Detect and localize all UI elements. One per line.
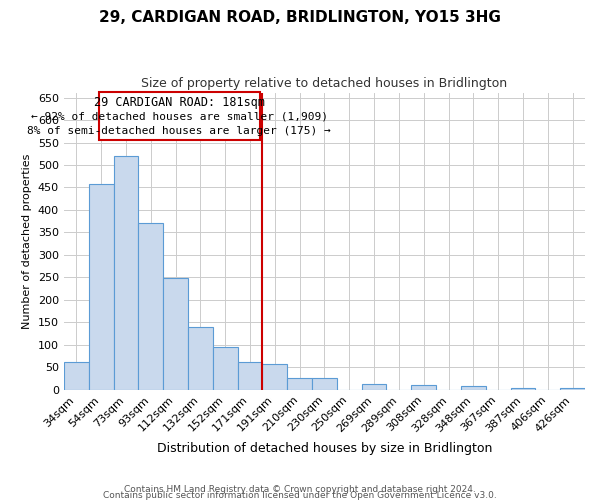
Bar bbox=[238, 362, 262, 390]
Bar bbox=[511, 388, 535, 390]
Text: ← 92% of detached houses are smaller (1,909): ← 92% of detached houses are smaller (1,… bbox=[31, 112, 328, 122]
Bar bbox=[163, 278, 188, 390]
Bar bbox=[362, 384, 386, 390]
Bar bbox=[312, 378, 337, 390]
X-axis label: Distribution of detached houses by size in Bridlington: Distribution of detached houses by size … bbox=[157, 442, 492, 455]
Text: 8% of semi-detached houses are larger (175) →: 8% of semi-detached houses are larger (1… bbox=[28, 126, 331, 136]
Bar bbox=[64, 362, 89, 390]
Bar bbox=[287, 378, 312, 390]
Bar bbox=[188, 327, 213, 390]
Title: Size of property relative to detached houses in Bridlington: Size of property relative to detached ho… bbox=[142, 78, 508, 90]
Text: 29 CARDIGAN ROAD: 181sqm: 29 CARDIGAN ROAD: 181sqm bbox=[94, 96, 265, 110]
Y-axis label: Number of detached properties: Number of detached properties bbox=[22, 154, 32, 329]
Bar bbox=[412, 386, 436, 390]
Bar bbox=[89, 184, 113, 390]
Bar bbox=[113, 156, 139, 390]
Bar bbox=[213, 347, 238, 390]
Text: Contains public sector information licensed under the Open Government Licence v3: Contains public sector information licen… bbox=[103, 490, 497, 500]
Bar bbox=[139, 223, 163, 390]
FancyBboxPatch shape bbox=[98, 92, 260, 140]
Text: Contains HM Land Registry data © Crown copyright and database right 2024.: Contains HM Land Registry data © Crown c… bbox=[124, 484, 476, 494]
Text: 29, CARDIGAN ROAD, BRIDLINGTON, YO15 3HG: 29, CARDIGAN ROAD, BRIDLINGTON, YO15 3HG bbox=[99, 10, 501, 25]
Bar bbox=[461, 386, 486, 390]
Bar bbox=[560, 388, 585, 390]
Bar bbox=[262, 364, 287, 390]
